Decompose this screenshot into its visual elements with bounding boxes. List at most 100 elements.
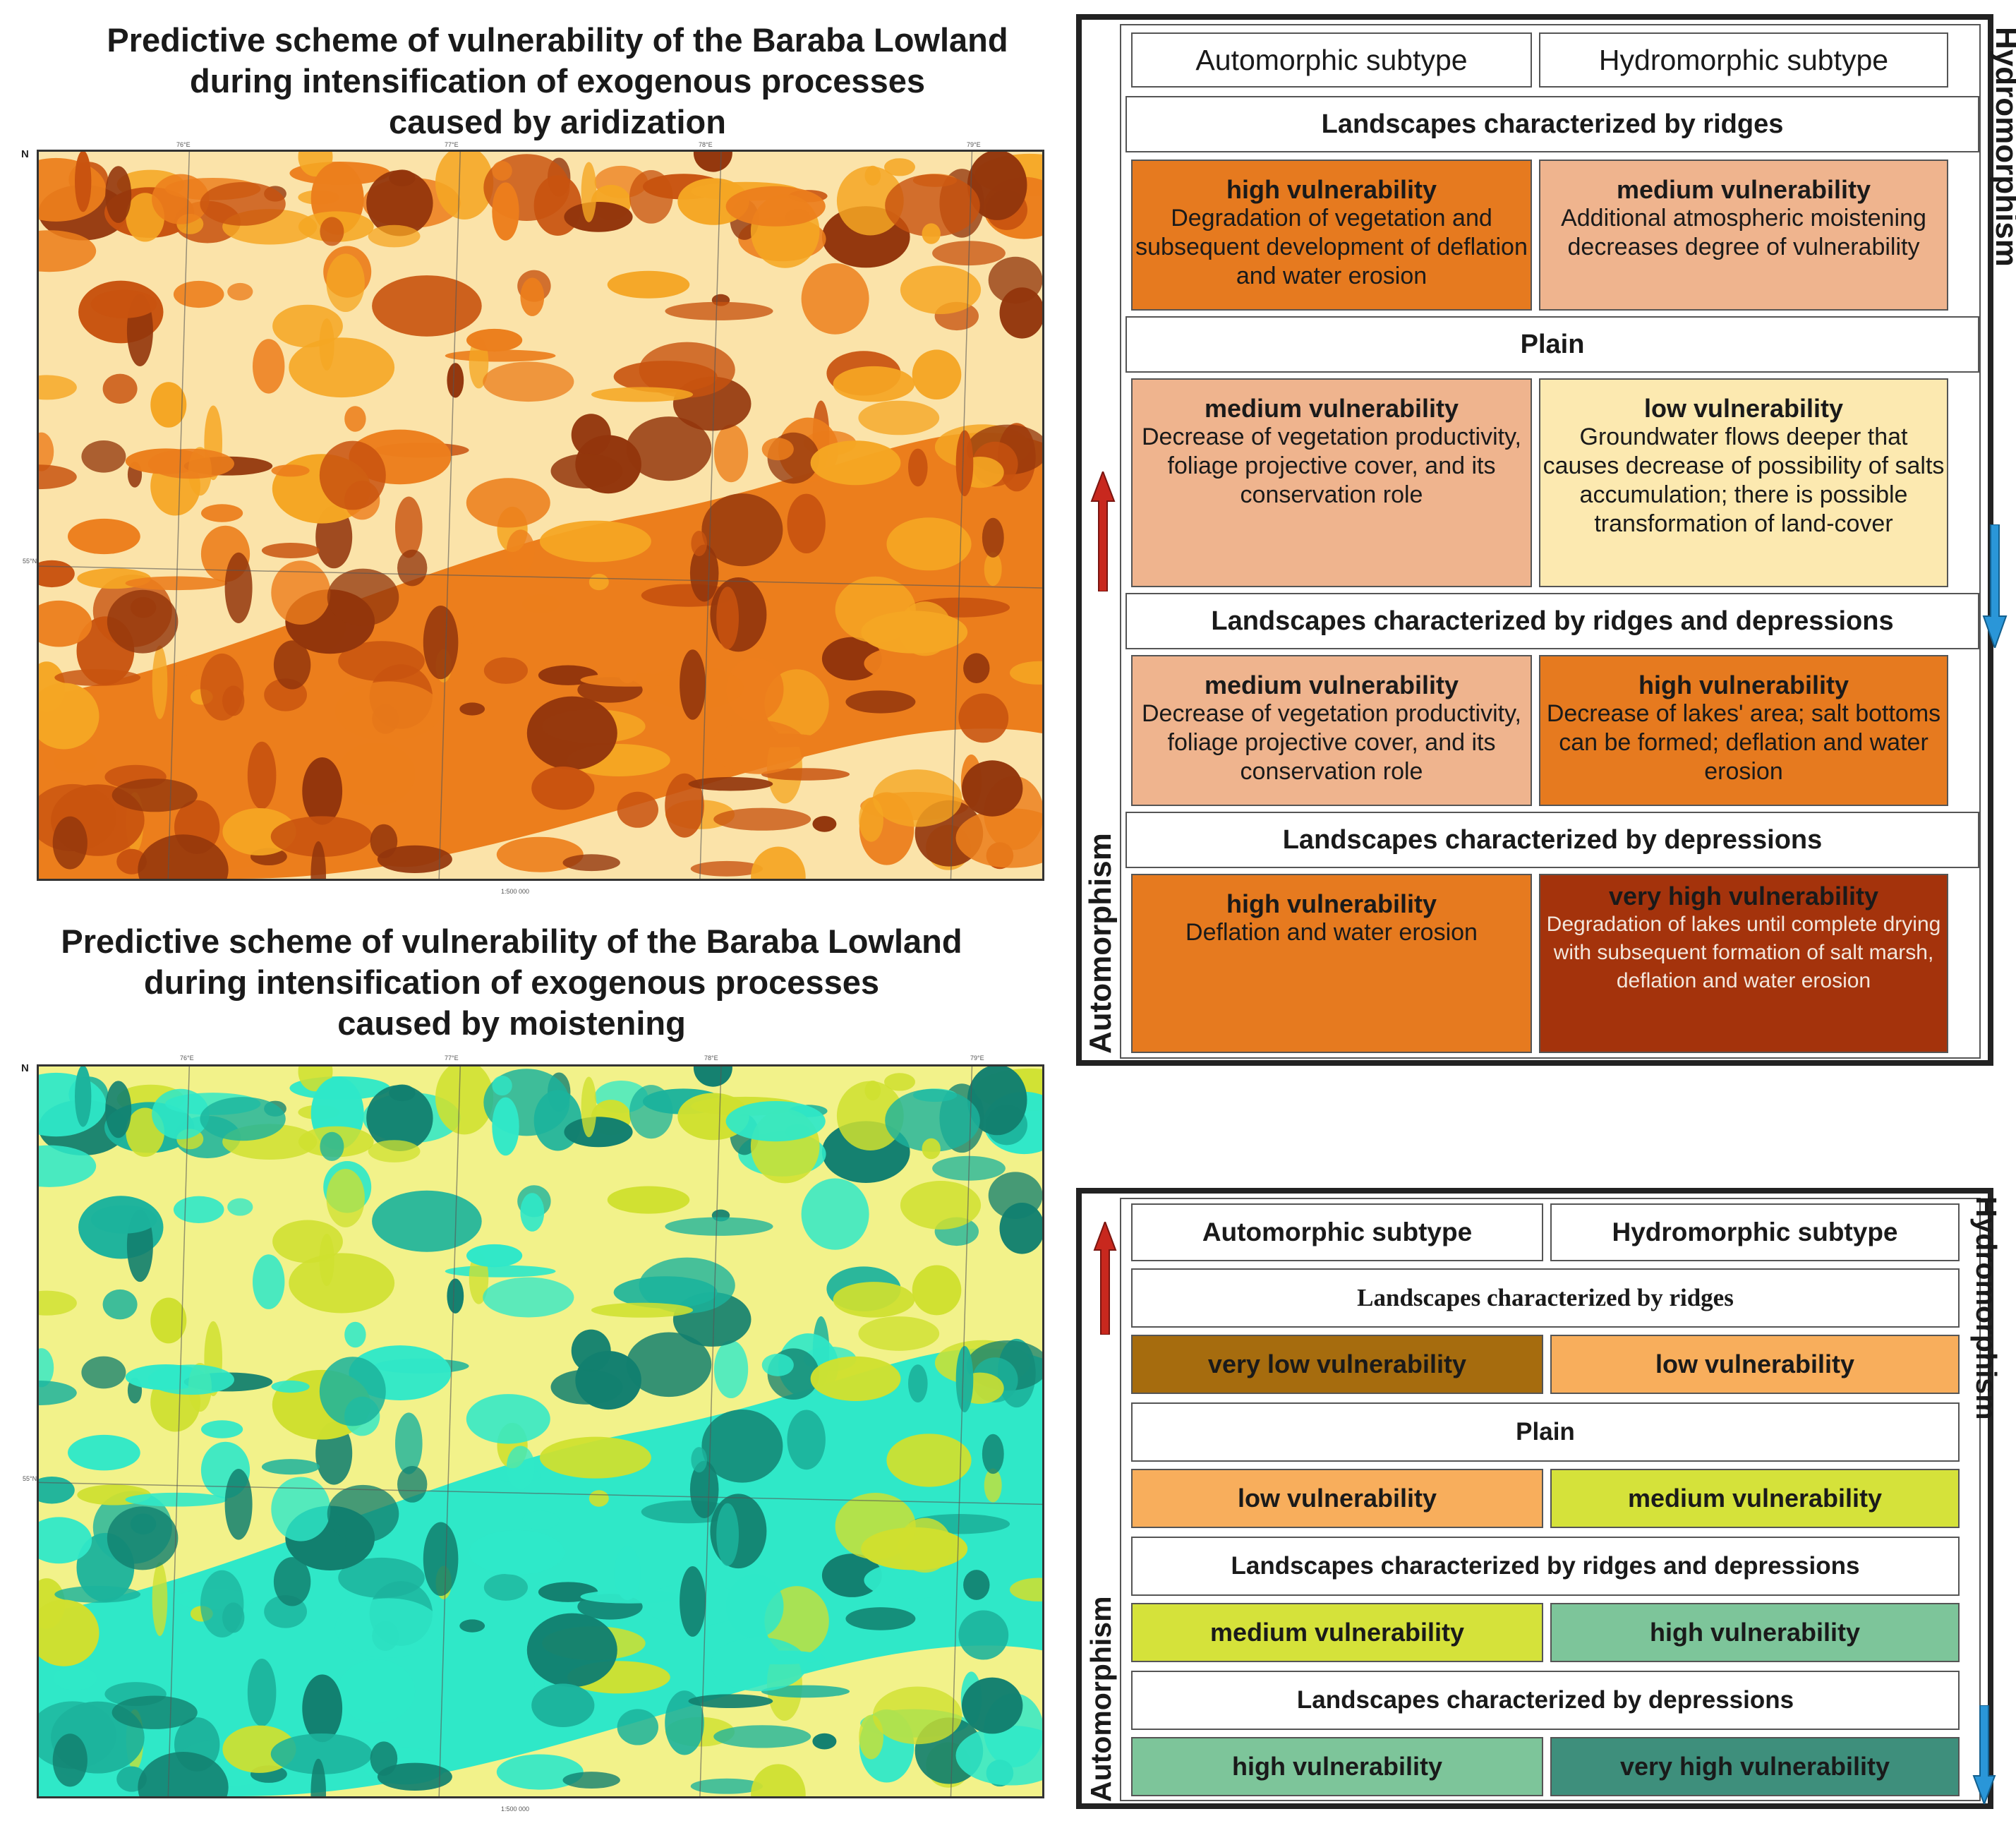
- map-patch: [955, 430, 974, 497]
- map-patch: [247, 741, 277, 810]
- map-patch: [688, 776, 773, 791]
- level-label: high vulnerability: [1638, 671, 1849, 699]
- map-patch: [526, 1613, 617, 1688]
- map-patch: [963, 1570, 990, 1600]
- lon-label: 78°E: [699, 141, 713, 148]
- map-patch: [368, 1140, 421, 1162]
- map-patch: [550, 453, 623, 488]
- map-patch: [922, 223, 941, 244]
- lat-label: 55°N: [23, 1475, 37, 1482]
- map-patch: [302, 1674, 343, 1743]
- automorphic-subtype-header: Automorphic subtype: [1131, 1203, 1543, 1261]
- map-patch: [581, 1076, 597, 1138]
- map-patch: [885, 174, 980, 237]
- map-patch: [492, 182, 519, 241]
- map-patch: [665, 1217, 773, 1236]
- map-patch: [1010, 1577, 1042, 1601]
- map-patch: [751, 846, 806, 879]
- map-patch: [53, 749, 97, 774]
- map-patch: [271, 464, 310, 477]
- map-patch: [872, 1686, 962, 1745]
- map-patch: [253, 339, 285, 394]
- map-patch: [483, 1573, 529, 1601]
- map-patch: [982, 1434, 1004, 1474]
- hydromorphic-subtype-header: Hydromorphic subtype: [1550, 1203, 1960, 1261]
- graticule-line: [950, 152, 973, 879]
- map-patch: [884, 158, 915, 176]
- map-patch: [689, 544, 719, 602]
- map-patch: [922, 1138, 941, 1160]
- map-patch: [955, 1346, 974, 1412]
- map-patch: [522, 594, 560, 613]
- map-patch: [310, 841, 326, 879]
- map-patch: [227, 282, 253, 301]
- map-patch: [102, 373, 138, 404]
- automorphism-axis-label: Automorphism: [1083, 833, 1118, 1054]
- map-patch: [607, 1186, 690, 1214]
- moistening-legend: Automorphic subtype Hydromorphic subtype…: [1076, 1188, 2003, 1809]
- map-patch: [520, 1193, 545, 1232]
- map-patch: [531, 1683, 595, 1728]
- map-patch: [395, 496, 423, 558]
- map-patch: [147, 1364, 234, 1395]
- map-patch: [626, 416, 712, 481]
- vulnerability-box: low vulnerability: [1131, 1469, 1543, 1528]
- map-patch: [617, 791, 658, 828]
- map-patch: [496, 836, 584, 872]
- north-arrow: N: [21, 148, 29, 160]
- map-patch: [967, 1066, 1027, 1136]
- map-patch: [713, 807, 811, 831]
- map-patch: [370, 1741, 398, 1776]
- map-patch: [801, 1178, 869, 1250]
- down-arrow-icon: [1972, 1705, 1996, 1804]
- map-patch: [326, 253, 365, 312]
- map-patch: [665, 1690, 704, 1755]
- map-patch: [665, 773, 704, 838]
- map-patch: [845, 1607, 916, 1630]
- map-patch: [138, 1752, 229, 1796]
- map-patch: [107, 589, 179, 654]
- row-label: Landscapes characterized by ridges: [1131, 1268, 1960, 1328]
- map-patch: [150, 1297, 187, 1344]
- map-patch: [271, 1380, 310, 1393]
- map-patch: [900, 1181, 982, 1230]
- map-patch: [886, 1434, 972, 1487]
- map-patch: [564, 1117, 633, 1148]
- row-label: Landscapes characterized by depressions: [1125, 812, 1979, 868]
- map-patch: [864, 1561, 965, 1599]
- map-patch: [271, 1477, 331, 1541]
- lon-label: 78°E: [704, 1054, 718, 1062]
- map-patch: [39, 1517, 92, 1564]
- map-patch: [691, 1447, 707, 1473]
- map-patch: [483, 361, 574, 402]
- map-patch: [200, 653, 244, 721]
- vulnerability-box: medium vulnerability Additional atmosphe…: [1539, 160, 1948, 311]
- map-patch: [629, 170, 673, 224]
- description: Decrease of lakes' area; salt bottoms ca…: [1546, 700, 1941, 785]
- level-label: high vulnerability: [1226, 175, 1437, 204]
- map-patch: [581, 162, 597, 222]
- legend-inner: [1120, 1198, 1981, 1801]
- map-patch: [751, 1764, 806, 1796]
- map-patch: [858, 400, 940, 435]
- map-patch: [105, 1081, 132, 1138]
- map-patch: [522, 1510, 560, 1530]
- map-zone: [39, 1348, 1042, 1796]
- up-arrow-icon: [1093, 1222, 1117, 1335]
- map-patch: [337, 1659, 416, 1724]
- down-arrow-icon: [1982, 524, 2008, 648]
- aridization-legend: Automorphic subtype Hydromorphic subtype…: [1076, 14, 2016, 1066]
- map-patch: [52, 1733, 87, 1787]
- map-patch: [591, 1302, 694, 1318]
- description: Additional atmospheric moistening decrea…: [1561, 205, 1926, 260]
- description: Decrease of vegetation productivity, fol…: [1142, 423, 1521, 508]
- vulnerability-box: very low vulnerability: [1131, 1335, 1543, 1394]
- lon-label: 79°E: [970, 1054, 984, 1062]
- lon-label: 77°E: [445, 1054, 459, 1062]
- map-patch: [810, 440, 901, 486]
- map-patch: [908, 448, 928, 487]
- map-patch: [319, 1234, 334, 1287]
- map-patch: [75, 1066, 92, 1127]
- map-patch: [801, 263, 869, 335]
- map-patch: [469, 613, 565, 659]
